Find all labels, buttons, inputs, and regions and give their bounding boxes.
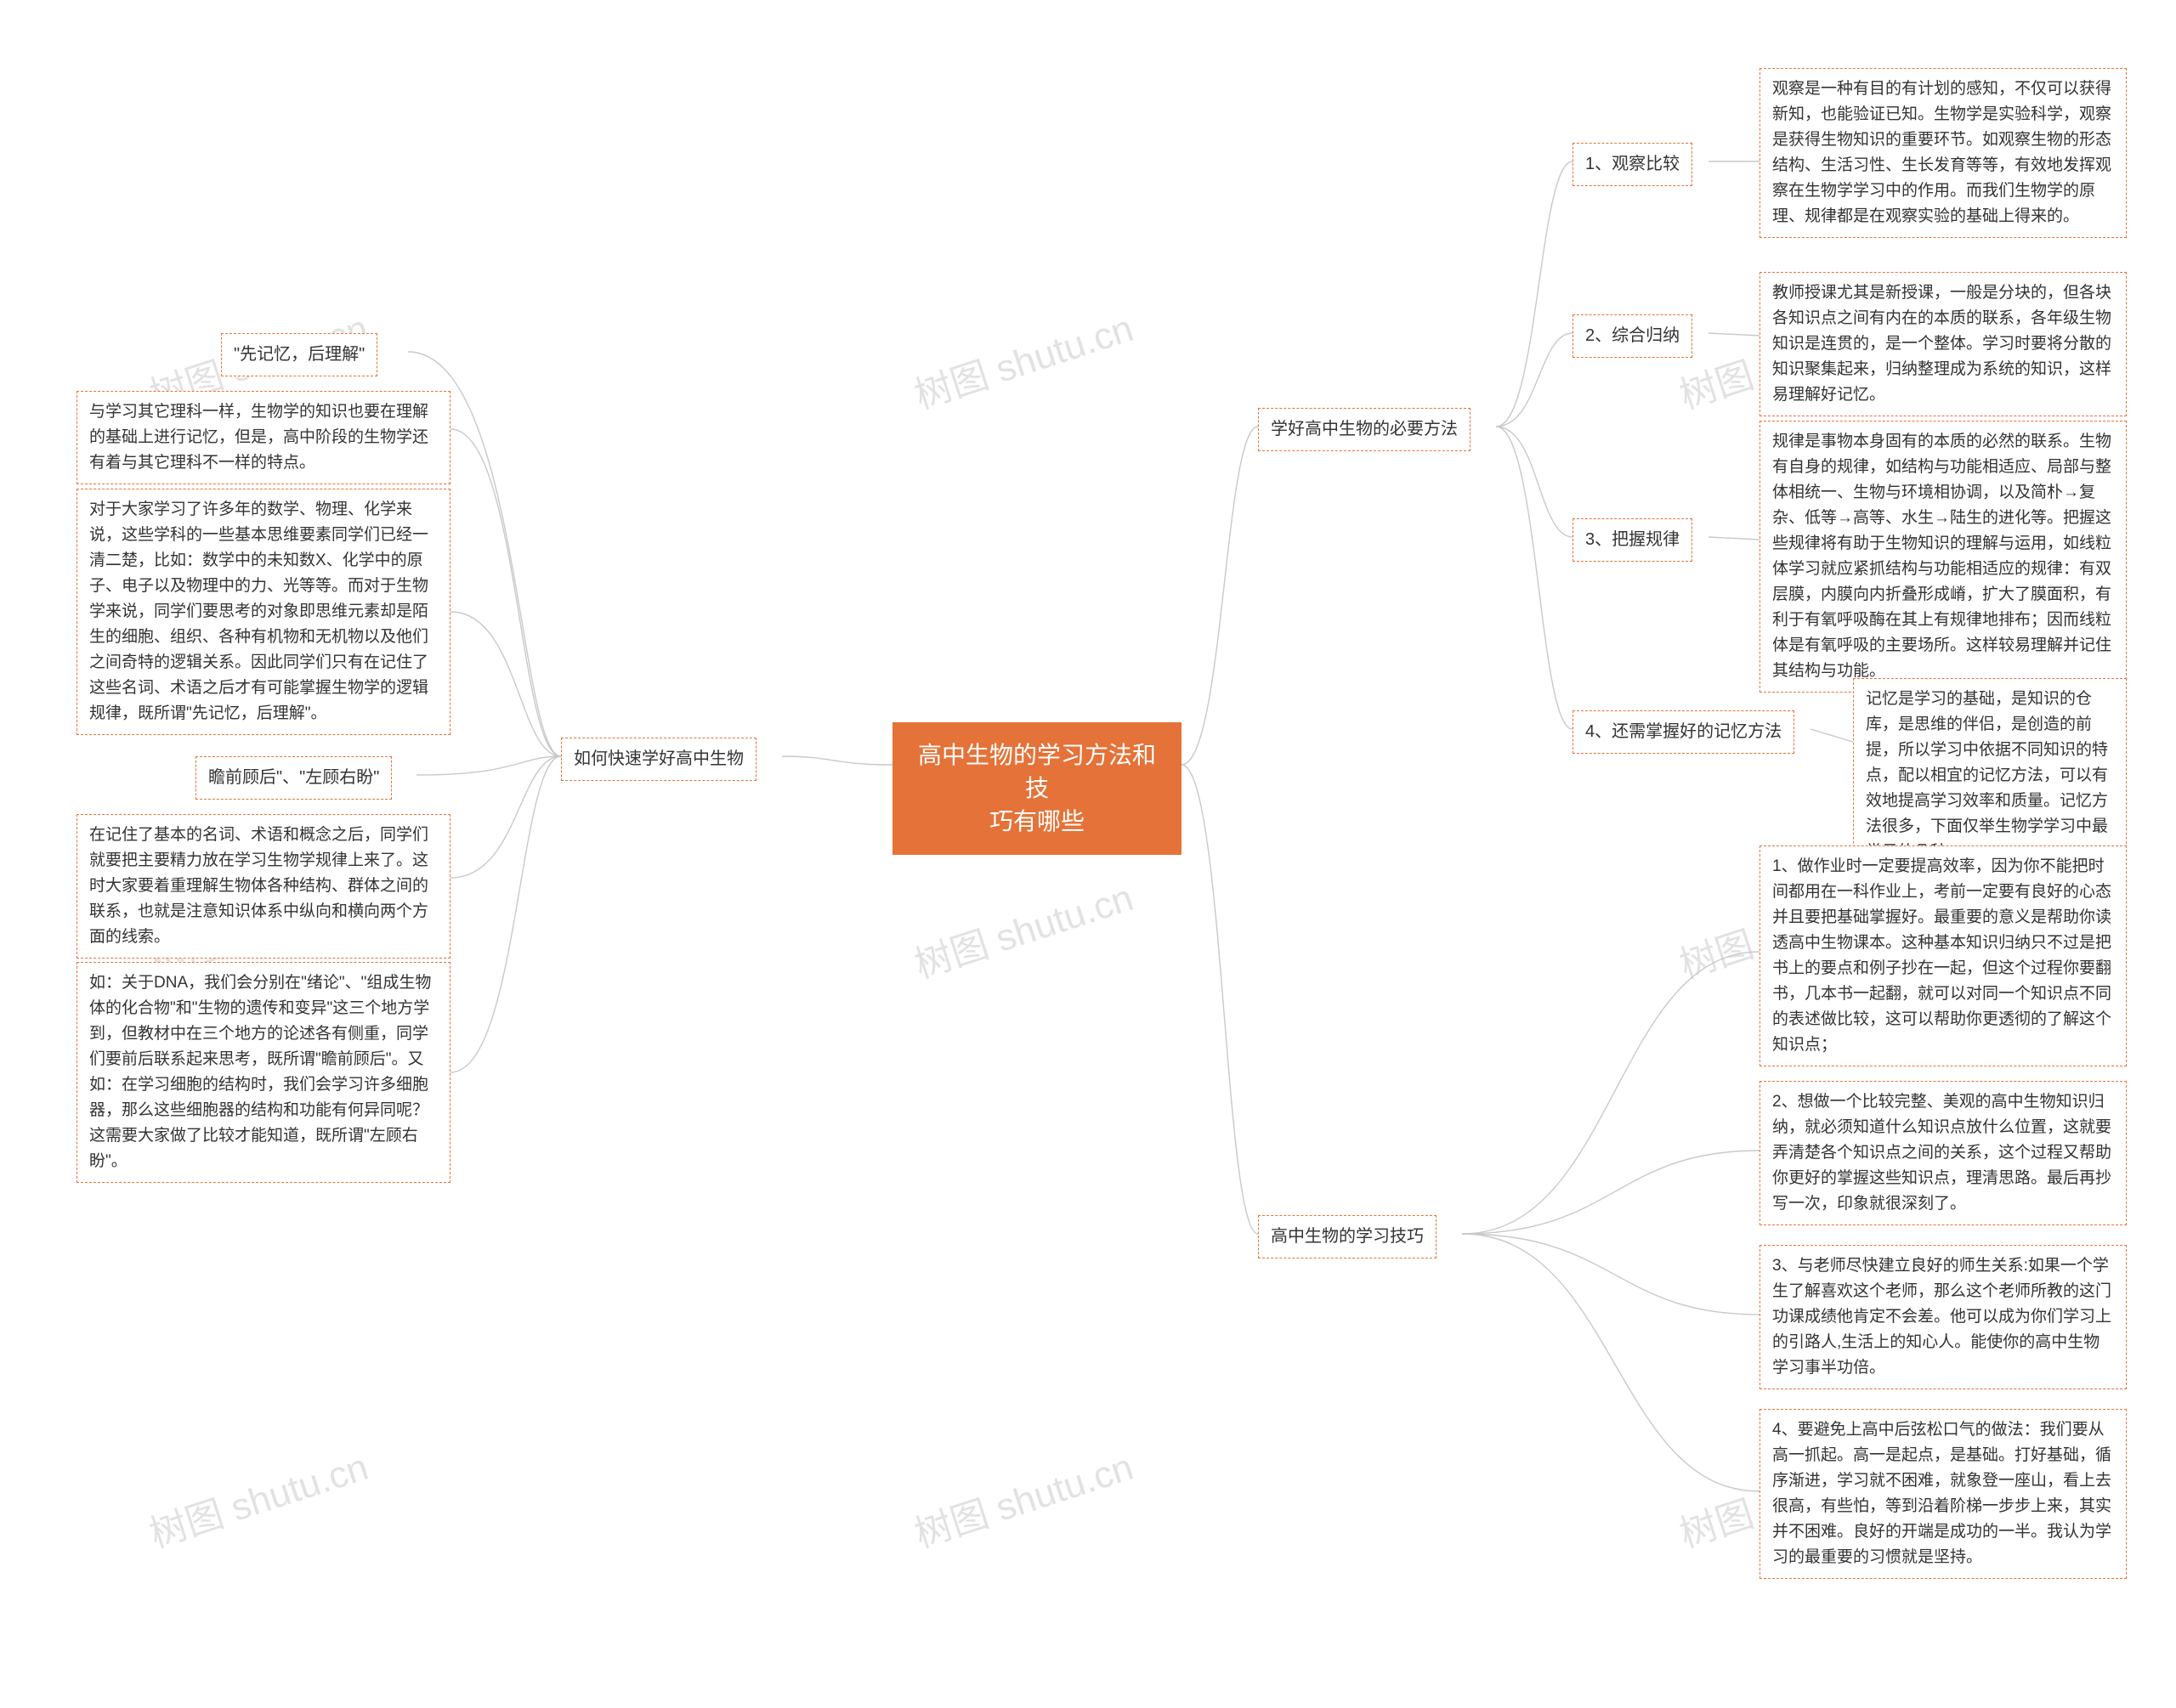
watermark: 树图 shutu.cn [142, 1436, 374, 1558]
watermark: 树图 shutu.cn [907, 867, 1139, 988]
right1-child-1-label: 2、综合归纳 [1572, 314, 1692, 358]
left-child-3: 瞻前顾后"、"左顾右盼" [196, 756, 392, 800]
left-child-4: 在记住了基本的名词、术语和概念之后，同学们就要把主要精力放在学习生物学规律上来了… [76, 814, 450, 959]
right1-child-3-desc: 记忆是学习的基础，是知识的仓库，是思维的伴侣，是创造的前提，所以学习中依据不同知… [1853, 678, 2127, 874]
right1-child-0-label: 1、观察比较 [1572, 143, 1692, 186]
right1-child-0-desc: 观察是一种有目的有计划的感知，不仅可以获得新知，也能验证已知。生物学是实验科学，… [1760, 68, 2127, 238]
right1-child-1-desc: 教师授课尤其是新授课，一般是分块的，但各块各知识点之间有内在的本质的联系，各年级… [1760, 272, 2127, 416]
left-branch-label: 如何快速学好高中生物 [561, 738, 756, 781]
right1-child-2-label: 3、把握规律 [1572, 518, 1692, 562]
right2-child-0-desc: 1、做作业时一定要提高效率，因为你不能把时间都用在一科作业上，考前一定要有良好的… [1760, 846, 2127, 1066]
left-child-0: "先记忆，后理解" [221, 333, 377, 376]
center-node: 高中生物的学习方法和技巧有哪些 [892, 722, 1182, 855]
left-child-5: 如：关于DNA，我们会分别在"绪论"、"组成生物体的化合物"和"生物的遗传和变异… [76, 962, 450, 1183]
right1-child-2-desc: 规律是事物本身固有的本质的必然的联系。生物有自身的规律，如结构与功能相适应、局部… [1760, 421, 2127, 693]
right2-child-2-desc: 3、与老师尽快建立良好的师生关系:如果一个学生了解喜欢这个老师，那么这个老师所教… [1760, 1245, 2127, 1389]
right1-child-3-label: 4、还需掌握好的记忆方法 [1572, 710, 1794, 754]
left-child-1: 与学习其它理科一样，生物学的知识也要在理解的基础上进行记忆，但是，高中阶段的生物… [76, 391, 450, 484]
right2-branch-label: 高中生物的学习技巧 [1258, 1215, 1436, 1258]
watermark: 树图 shutu.cn [907, 297, 1139, 419]
watermark: 树图 shutu.cn [907, 1436, 1139, 1558]
left-child-2: 对于大家学习了许多年的数学、物理、化学来说，这些学科的一些基本思维要素同学们已经… [76, 489, 450, 735]
right2-child-3-desc: 4、要避免上高中后弦松口气的做法：我们要从高一抓起。高一是起点，是基础。打好基础… [1760, 1409, 2127, 1579]
right1-branch-label: 学好高中生物的必要方法 [1258, 408, 1470, 451]
right2-child-1-desc: 2、想做一个比较完整、美观的高中生物知识归纳，就必须知道什么知识点放什么位置，这… [1760, 1081, 2127, 1225]
